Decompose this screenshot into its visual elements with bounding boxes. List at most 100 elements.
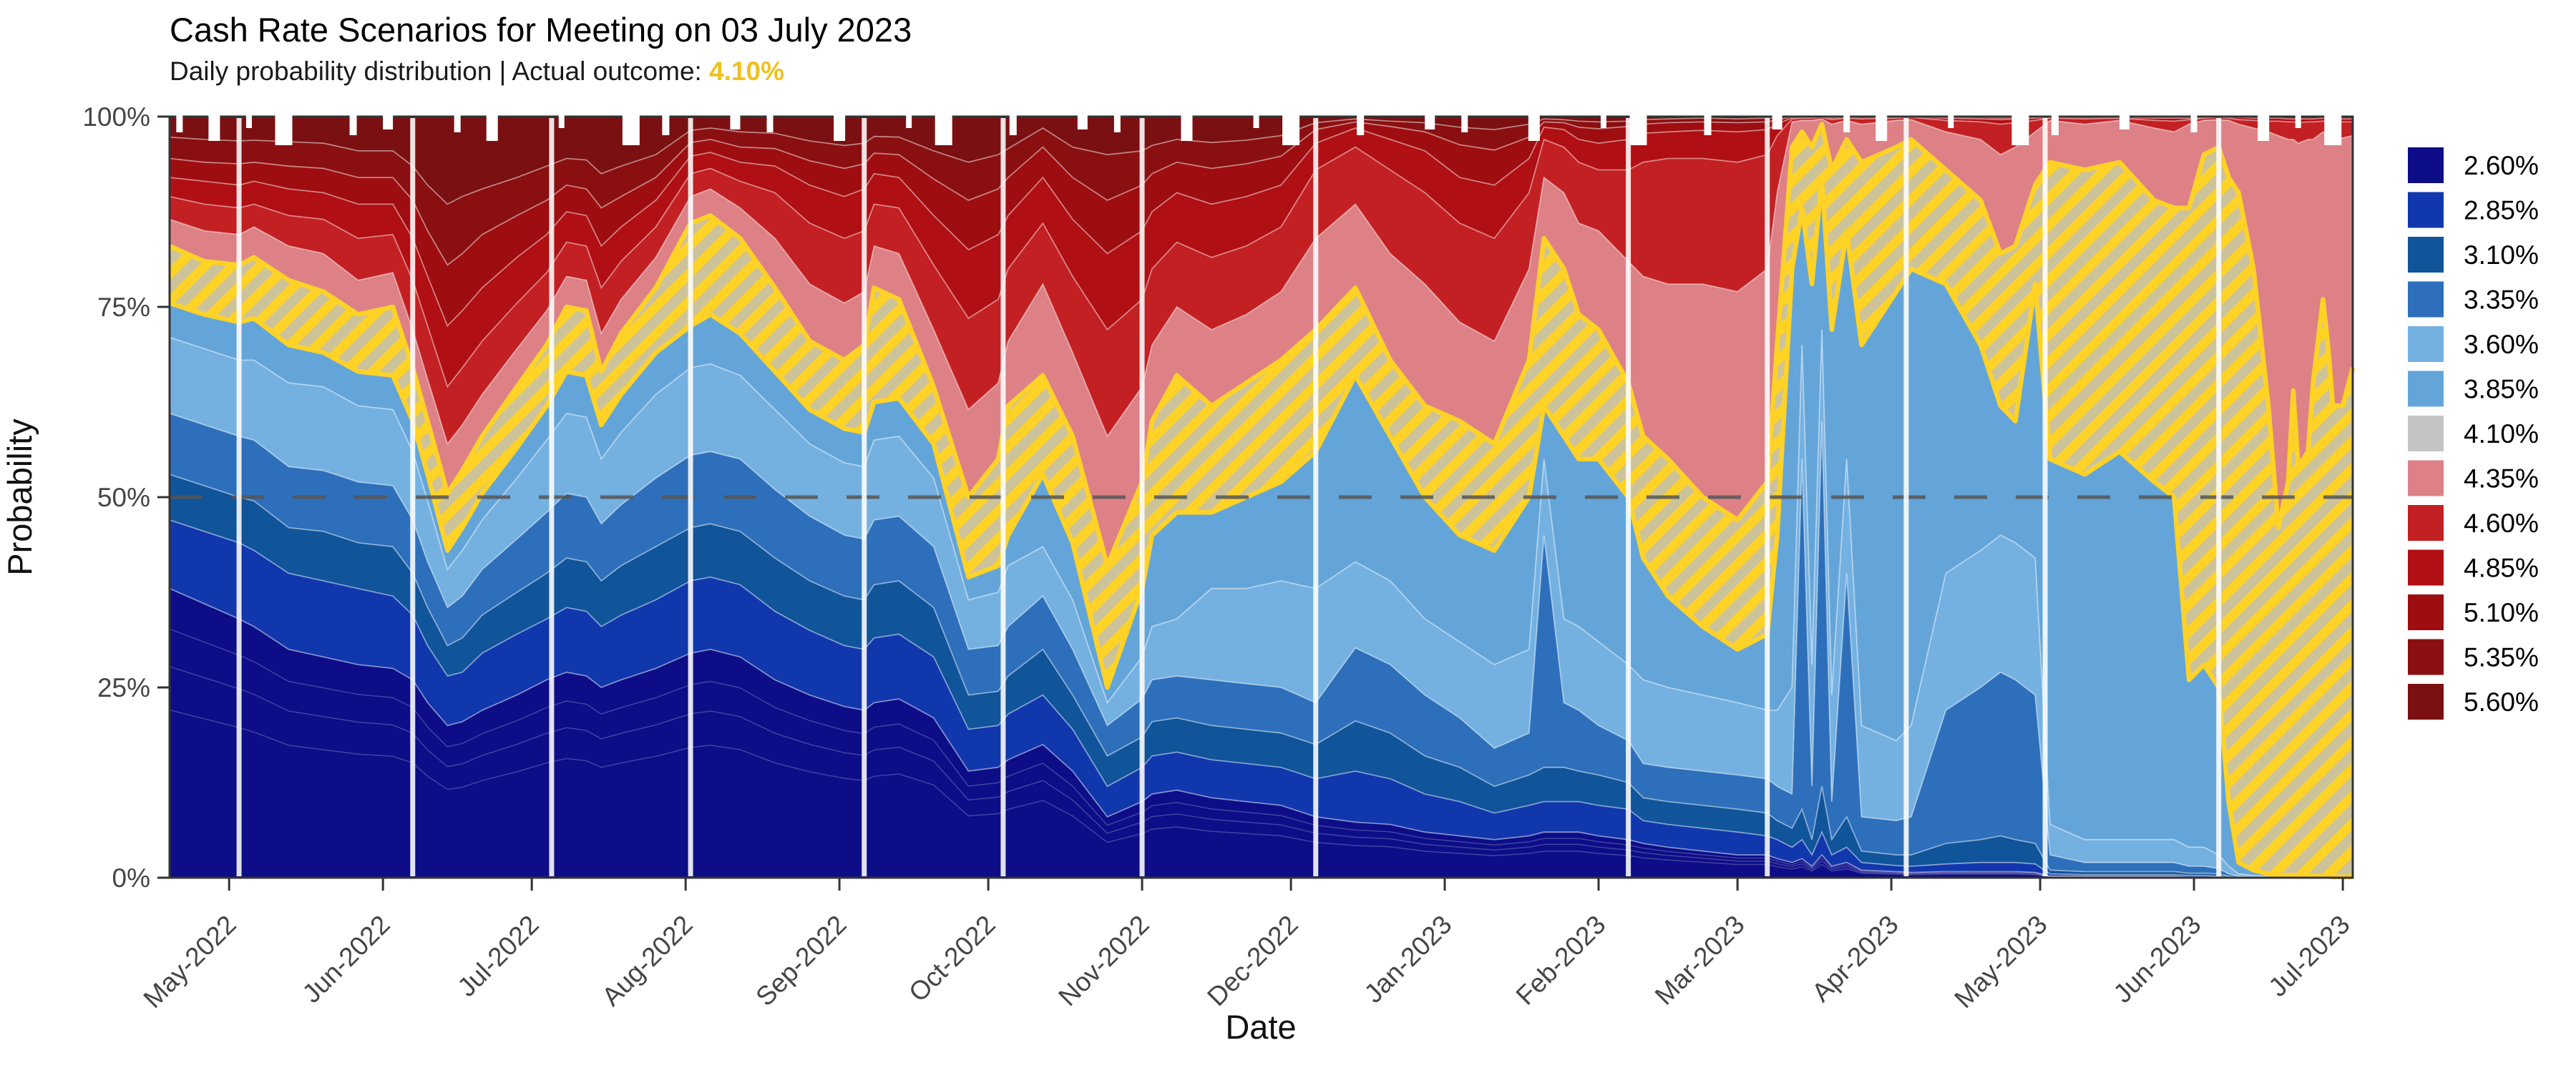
y-tick-label: 25% (97, 673, 150, 702)
top-gap-notch (2011, 115, 2029, 145)
y-tick-label: 100% (82, 102, 150, 132)
x-axis-title: Date (1225, 1008, 1296, 1046)
top-gap-notch (2051, 115, 2059, 135)
boundary-line (169, 519, 2353, 878)
legend-label-5.35%: 5.35% (2464, 643, 2539, 672)
top-gap-notch (662, 115, 670, 135)
highlight-band-edge (168, 122, 2356, 569)
legend-swatch-3.10% (2408, 237, 2444, 273)
top-gap-notch (486, 115, 498, 141)
y-axis-title: Probability (1, 418, 39, 576)
top-gap-notch (245, 115, 252, 128)
legend-swatch-2.60% (2408, 147, 2444, 183)
top-gap-notch (2119, 115, 2130, 129)
top-gap-notches (176, 115, 2342, 145)
legend-label-4.10%: 4.10% (2464, 419, 2539, 449)
top-gap-notch (1425, 115, 1435, 129)
top-gap-notch (1461, 115, 1468, 132)
top-gap-notch (834, 115, 846, 141)
top-gap-notch (275, 115, 293, 145)
plot-border (168, 115, 2354, 879)
meeting-date-lines (236, 118, 2222, 876)
x-tick-label: Oct-2022 (903, 910, 1001, 1008)
legend: 2.60% 2.85% 3.10% 3.35% 3.60% 3.85% 4.10% 4.35%… (2408, 147, 2539, 720)
top-gap-notch (2258, 115, 2270, 141)
top-gap-notch (1253, 115, 1259, 128)
top-gap-notch (1704, 115, 1712, 135)
legend-swatch-4.85% (2408, 549, 2444, 586)
legend-label-5.10%: 5.10% (2464, 598, 2539, 627)
legend-swatch-3.60% (2408, 326, 2444, 362)
top-gap-notch (2295, 115, 2301, 128)
area-band-4.85% (170, 117, 2353, 387)
boundary-line (169, 329, 2353, 878)
x-tick-label: Feb-2023 (1511, 910, 1611, 1011)
top-gap-notch (1772, 115, 1782, 129)
legend-swatch-5.60% (2408, 684, 2444, 720)
area-band-3.85% (170, 177, 2353, 878)
legend-label-3.85%: 3.85% (2464, 375, 2539, 404)
area-band-2.85% (170, 519, 2353, 878)
top-gap-notch (1181, 115, 1193, 141)
area-band-5.10% (170, 117, 2353, 326)
top-gap-notch (1357, 115, 1365, 135)
legend-swatch-3.85% (2408, 371, 2444, 407)
top-gap-notch (1629, 115, 1647, 145)
boundary-line (169, 413, 2353, 878)
top-gap-notch (1600, 115, 1606, 128)
x-tick-label: Mar-2023 (1649, 910, 1750, 1011)
legend-swatch-5.10% (2408, 594, 2444, 630)
top-gap-notch (1948, 115, 1954, 128)
top-gap-notch (935, 115, 952, 145)
top-gap-notch (1077, 115, 1088, 129)
x-tick-label: Nov-2022 (1053, 910, 1154, 1011)
area-band-3.10% (170, 474, 2353, 878)
boundary-line (169, 474, 2353, 878)
top-gap-notch (1843, 115, 1850, 132)
area-band-5.35% (170, 117, 2353, 265)
band-boundary-lines (168, 116, 2356, 880)
top-gap-notch (383, 115, 394, 129)
x-tick-label: Jul-2023 (2263, 910, 2355, 1002)
x-tick-label: Dec-2022 (1201, 910, 1303, 1011)
top-gap-notch (766, 115, 774, 132)
y-tick-label: 0% (112, 863, 150, 893)
area-band-4.60% (170, 117, 2353, 444)
x-tick-label: Aug-2022 (596, 910, 698, 1011)
area-band-4.10% (170, 124, 2353, 877)
top-gap-notch (1113, 115, 1121, 132)
top-gap-notch (1875, 115, 1888, 141)
area-band-2.60% (170, 588, 2353, 878)
top-gap-notch (730, 115, 741, 129)
legend-swatch-5.35% (2408, 639, 2444, 675)
stacked-area-bands (170, 117, 2353, 878)
y-tick-label: 75% (97, 293, 150, 322)
x-tick-label: Jul-2022 (452, 910, 544, 1002)
x-tick-label: Jun-2023 (2108, 910, 2207, 1009)
top-gap-notch (349, 115, 357, 135)
top-gap-notch (208, 115, 220, 141)
x-tick-label: Jan-2023 (1359, 910, 1458, 1009)
legend-swatch-4.35% (2408, 460, 2444, 496)
x-tick-label: Sep-2022 (750, 910, 852, 1011)
legend-swatch-2.85% (2408, 192, 2444, 228)
top-gap-notch (176, 115, 183, 132)
chart-title: Cash Rate Scenarios for Meeting on 03 Ju… (170, 11, 912, 49)
boundary-line (169, 118, 2353, 446)
top-gap-notch (1282, 115, 1300, 145)
top-gap-notch (622, 115, 640, 145)
boundary-line (169, 117, 2353, 388)
top-gap-notch (906, 115, 912, 128)
chart-subtitle-prefix: Daily probability distribution | Actual … (170, 57, 709, 86)
area-band-3.35% (170, 413, 2353, 878)
x-tick-label: Apr-2023 (1806, 910, 1904, 1008)
x-tick-label: May-2023 (1948, 910, 2052, 1014)
legend-swatch-3.35% (2408, 281, 2444, 318)
y-tick-label: 50% (97, 483, 150, 512)
chart-subtitle-actual-outcome: 4.10% (709, 57, 784, 86)
area-band-4.35% (170, 119, 2353, 566)
legend-label-2.60%: 2.60% (2464, 151, 2539, 180)
plot-border-rect (168, 115, 2354, 879)
